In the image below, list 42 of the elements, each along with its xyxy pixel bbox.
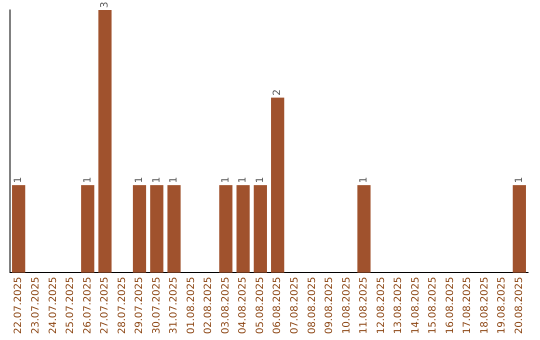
x-tick-label: 27.07.2025 <box>100 276 111 334</box>
x-tick-label: 28.07.2025 <box>116 276 128 334</box>
x-tick-label: 09.08.2025 <box>324 276 336 334</box>
data-label: 1 <box>358 176 370 184</box>
x-tick-label: 14.08.2025 <box>410 276 422 334</box>
x-tick-label: 13.08.2025 <box>393 276 404 334</box>
x-tick-label: 26.07.2025 <box>82 276 94 334</box>
data-label: 1 <box>134 176 146 184</box>
data-label: 1 <box>151 176 162 184</box>
x-tick-label: 30.07.2025 <box>151 276 162 334</box>
x-tick-label: 08.08.2025 <box>306 276 318 334</box>
data-label: 3 <box>100 2 111 8</box>
x-tick-label: 01.08.2025 <box>186 276 197 334</box>
x-tick-label: 12.08.2025 <box>376 276 387 334</box>
x-tick-label: 20.08.2025 <box>514 276 525 334</box>
data-label: 1 <box>220 176 232 184</box>
x-tick-label: 24.07.2025 <box>48 276 59 334</box>
x-tick-label: 02.08.2025 <box>203 276 214 334</box>
x-tick-label: 25.07.2025 <box>65 276 76 334</box>
data-label: 2 <box>272 89 284 96</box>
data-label: 1 <box>168 176 180 184</box>
x-tick-label: 22.07.2025 <box>13 276 24 334</box>
x-tick-label: 10.08.2025 <box>341 276 352 334</box>
x-tick-label: 23.07.2025 <box>30 276 42 334</box>
x-tick-label: 03.08.2025 <box>220 276 232 334</box>
x-tick-label: 16.08.2025 <box>444 276 456 334</box>
x-tick-label: 18.08.2025 <box>479 276 490 334</box>
x-tick-label: 07.08.2025 <box>289 276 300 334</box>
data-label: 1 <box>254 176 266 184</box>
x-tick-label: 31.07.2025 <box>168 276 180 334</box>
x-tick-label: 29.07.2025 <box>134 276 146 334</box>
data-label: 1 <box>13 176 24 184</box>
x-tick-label: 05.08.2025 <box>254 276 266 334</box>
x-tick-label: 04.08.2025 <box>238 276 249 334</box>
x-tick-label: 15.08.2025 <box>428 276 439 334</box>
x-tick-label: 19.08.2025 <box>496 276 508 334</box>
x-tick-label: 06.08.2025 <box>272 276 284 334</box>
data-label: 1 <box>514 176 525 184</box>
x-tick-label: 17.08.2025 <box>462 276 474 334</box>
data-label: 1 <box>82 176 94 184</box>
data-label: 1 <box>238 176 249 184</box>
x-tick-label: 11.08.2025 <box>358 276 370 334</box>
